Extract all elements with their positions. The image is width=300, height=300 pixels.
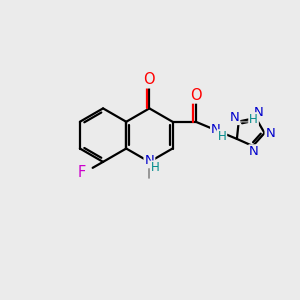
Text: H: H: [151, 161, 160, 174]
Text: N: N: [253, 106, 263, 119]
Text: N: N: [249, 145, 259, 158]
Text: O: O: [190, 88, 202, 103]
Text: O: O: [144, 72, 155, 87]
Text: N: N: [211, 123, 221, 136]
Text: N: N: [230, 111, 239, 124]
Text: N: N: [266, 127, 275, 140]
Text: H: H: [218, 130, 226, 143]
Text: F: F: [77, 165, 86, 180]
Text: H: H: [249, 113, 258, 126]
Text: N: N: [145, 154, 154, 167]
